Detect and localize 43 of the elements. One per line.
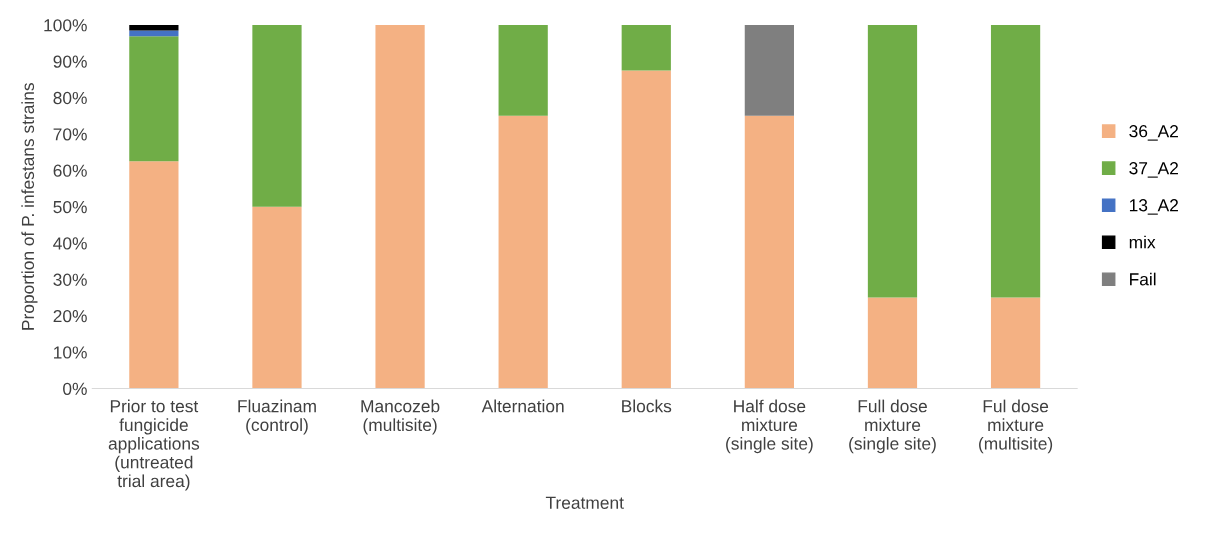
x-tick-label: Half dose mixture (single site) <box>726 399 813 454</box>
bar <box>129 30 179 37</box>
y-axis-title: Proportion of P. infestans strains <box>21 83 38 330</box>
y-tick-label: 100% <box>44 19 87 32</box>
bar <box>621 24 671 71</box>
legend-label: 13_A2 <box>1129 199 1178 215</box>
y-tick-label: 60% <box>53 164 87 177</box>
y-tick-label: 80% <box>53 91 87 105</box>
y-tick-label: 90% <box>53 55 87 68</box>
y-tick-label: 40% <box>53 237 87 250</box>
x-tick-label: Alternation <box>481 399 564 413</box>
legend-label: 37_A2 <box>1129 162 1178 178</box>
bar <box>252 206 302 389</box>
y-tick-label: 50% <box>53 200 87 214</box>
bar <box>990 24 1041 298</box>
bar <box>375 24 425 389</box>
bar <box>252 24 302 207</box>
legend-label: mix <box>1129 235 1156 249</box>
bar <box>498 115 548 389</box>
bar <box>990 297 1041 389</box>
x-tick-label: Prior to test fungicide applications (untreated trial area) <box>108 399 200 491</box>
x-tick-label: Full dose mixture (single site) <box>849 399 936 454</box>
x-tick-label: Ful dose mixture (multisite) <box>979 399 1053 454</box>
bar <box>867 24 918 298</box>
y-tick-label: 0% <box>63 382 87 395</box>
x-tick-label: Fluazinam (control) <box>238 399 316 435</box>
y-tick-label: 30% <box>53 273 87 286</box>
bar <box>498 24 548 116</box>
legend-label: Fail <box>1130 272 1156 286</box>
x-tick-label: Blocks <box>622 399 672 413</box>
bar <box>129 24 179 31</box>
bar <box>744 115 794 389</box>
y-tick-label: 20% <box>53 309 87 323</box>
bar <box>621 70 671 389</box>
y-tick-label: 10% <box>54 346 87 359</box>
bar <box>867 297 918 389</box>
bar <box>129 36 179 162</box>
x-tick-label: Mancozeb (multisite) <box>361 399 440 435</box>
y-tick-label: 70% <box>53 128 87 141</box>
x-axis-title: Treatment <box>545 496 624 509</box>
bar <box>744 24 794 116</box>
bar <box>129 161 179 389</box>
legend-label: 36_A2 <box>1129 125 1178 141</box>
